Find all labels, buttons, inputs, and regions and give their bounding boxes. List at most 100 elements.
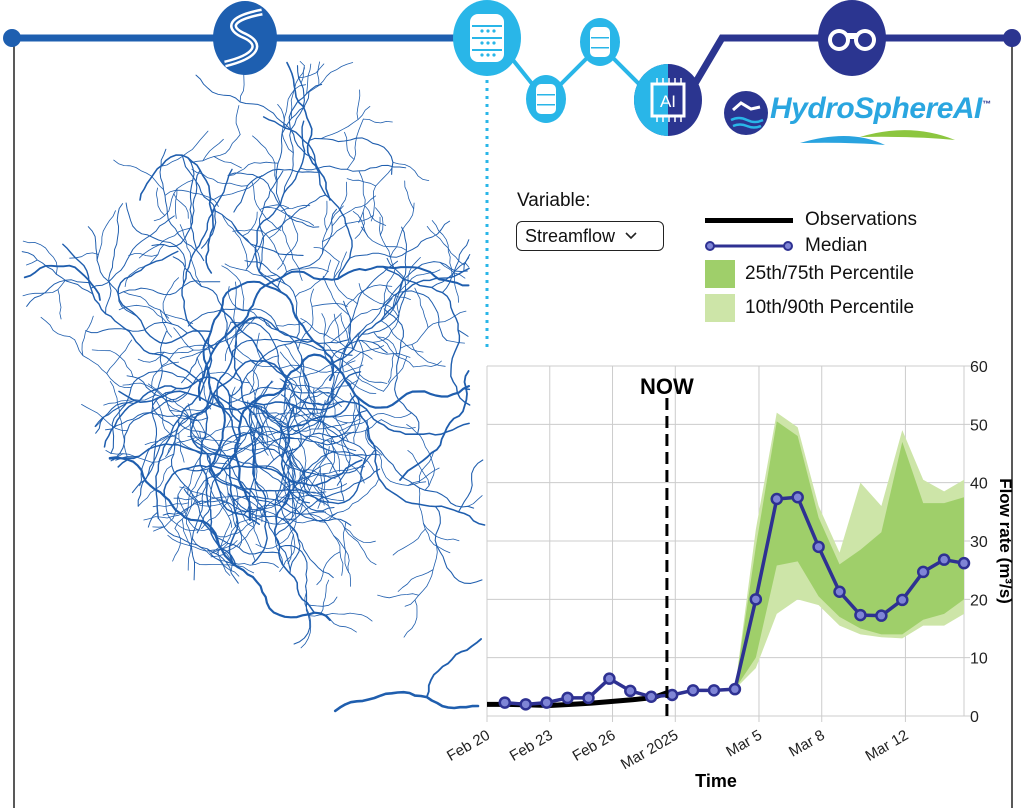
river-segment — [172, 256, 233, 358]
river-segment — [152, 502, 189, 508]
y-tick-label: 40 — [970, 476, 988, 493]
river-segment — [210, 540, 238, 555]
river-segment — [403, 599, 418, 638]
river-segment — [138, 465, 173, 507]
river-segment — [195, 74, 291, 131]
river-segment — [407, 467, 440, 486]
river-segment — [155, 187, 166, 216]
river-segment — [155, 336, 213, 519]
x-tick-label: Feb 26 — [570, 727, 619, 765]
river-segment — [242, 211, 258, 237]
river-segment — [233, 316, 315, 432]
river-segment — [139, 411, 207, 487]
pipeline-end-node — [1003, 29, 1021, 47]
river-segment — [254, 120, 306, 293]
river-segment — [227, 286, 273, 329]
river-segment — [153, 179, 194, 222]
database-small-icon — [580, 18, 620, 66]
river-segment — [277, 104, 294, 154]
river-segment — [250, 506, 262, 548]
river-segment — [186, 494, 193, 571]
river-segment — [160, 130, 209, 167]
river-segment — [221, 265, 245, 311]
river-segment — [187, 308, 281, 333]
river-segment — [467, 495, 483, 507]
river-segment — [105, 450, 175, 463]
river-segment — [131, 387, 177, 494]
river-segment — [380, 320, 424, 353]
river-segment — [173, 327, 194, 351]
river-segment — [87, 226, 138, 317]
river-segment — [439, 261, 466, 279]
river-segment — [311, 303, 348, 307]
river-segment — [320, 106, 371, 140]
y-tick-label: 0 — [970, 709, 979, 726]
median-point — [896, 593, 909, 607]
river-segment — [383, 308, 420, 435]
river-segment — [202, 138, 224, 162]
river-segment — [183, 412, 200, 439]
legend-observations: Observations — [705, 208, 917, 232]
river-segment — [323, 312, 342, 338]
db-connector — [503, 42, 652, 103]
river-segment — [379, 454, 427, 486]
river-segment — [327, 300, 352, 405]
river-segment — [158, 412, 201, 447]
river-segment — [124, 244, 165, 287]
median-point — [875, 609, 888, 622]
river-segment — [235, 105, 241, 135]
river-segment — [117, 250, 212, 344]
river-segment — [81, 404, 128, 431]
river-segment — [319, 579, 330, 616]
river-segment — [81, 315, 94, 356]
river-segment — [194, 561, 247, 573]
river-segment — [298, 63, 325, 79]
river-segment — [307, 513, 344, 576]
river-segment — [125, 202, 186, 285]
river-segment — [194, 425, 264, 442]
river-segment — [216, 350, 239, 565]
river-segment — [376, 336, 398, 356]
river-segment — [21, 251, 94, 295]
river-segment — [234, 345, 258, 366]
river-segment — [299, 61, 305, 66]
river-segment — [94, 399, 136, 427]
river-segment — [181, 168, 233, 351]
variable-dropdown[interactable]: Streamflow — [516, 221, 664, 251]
median-point — [644, 690, 658, 703]
river-segment — [298, 462, 332, 502]
river-segment — [199, 382, 237, 567]
river-segment — [260, 428, 290, 435]
river-segment — [375, 226, 407, 325]
river-segment — [358, 283, 399, 317]
river-segment — [431, 257, 470, 288]
median-point — [812, 540, 825, 554]
river-segment — [167, 534, 229, 552]
river-segment — [197, 265, 470, 401]
river-segment — [157, 517, 239, 584]
river-segment — [303, 401, 351, 486]
river-segment — [344, 214, 374, 224]
river-segment — [344, 347, 373, 360]
river-segment — [275, 490, 334, 579]
river-segment — [308, 137, 394, 175]
river-segment — [344, 131, 355, 160]
river-segment — [399, 370, 470, 481]
river-segment — [161, 344, 208, 367]
river-segment — [362, 118, 393, 124]
median-point — [519, 698, 532, 711]
river-segment — [263, 404, 335, 512]
river-segment — [138, 227, 191, 259]
river-segment — [227, 386, 332, 404]
river-segment — [334, 364, 364, 373]
river-segment — [187, 157, 205, 262]
river-segment — [166, 437, 197, 456]
river-icon — [213, 1, 277, 75]
river-segment — [245, 377, 260, 452]
river-segment — [332, 391, 349, 443]
river-segment — [317, 61, 320, 86]
median-point — [498, 696, 512, 709]
river-segment — [414, 287, 429, 328]
river-segment — [303, 372, 315, 408]
legend-p25-75: 25th/75th Percentile — [705, 260, 917, 288]
